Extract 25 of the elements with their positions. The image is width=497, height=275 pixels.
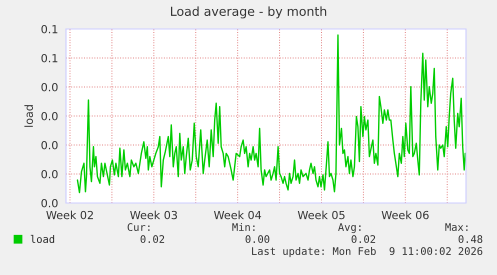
- text: 0.02: [352, 235, 376, 244]
- x-tick-label: Week 04: [214, 210, 262, 220]
- y-tick-label: 0.1: [41, 24, 58, 34]
- y-tick-label: 0.0: [41, 112, 58, 120]
- legend-label: load: [30, 234, 54, 244]
- x-tick-label: Week 03: [130, 210, 177, 220]
- text: 0.00: [246, 235, 270, 244]
- y-tick-label: 0.0: [41, 140, 58, 150]
- y-axis-title: load: [24, 105, 33, 127]
- y-tick-label: 0.0: [41, 82, 58, 92]
- line-series: [76, 34, 466, 194]
- text: 0.48: [458, 235, 482, 244]
- text: Max:: [445, 223, 468, 232]
- text: Min:: [232, 222, 254, 231]
- y-tick-label: 0.0: [41, 170, 58, 178]
- x-tick-label: Week 02: [46, 210, 93, 220]
- text: Cur:: [128, 223, 150, 232]
- x-tick-label: Week 06: [382, 210, 429, 220]
- x-tick-label: Week 05: [298, 210, 345, 220]
- y-tick-label: 0.1: [41, 54, 58, 62]
- y-tick-label: 0.0: [41, 198, 58, 208]
- text: 0.02: [140, 235, 164, 244]
- chart-title: Load average - by month: [170, 6, 326, 18]
- text: Last update: Mon Feb 9 11:00:02 2026: [252, 246, 482, 258]
- text: Avg:: [338, 223, 360, 234]
